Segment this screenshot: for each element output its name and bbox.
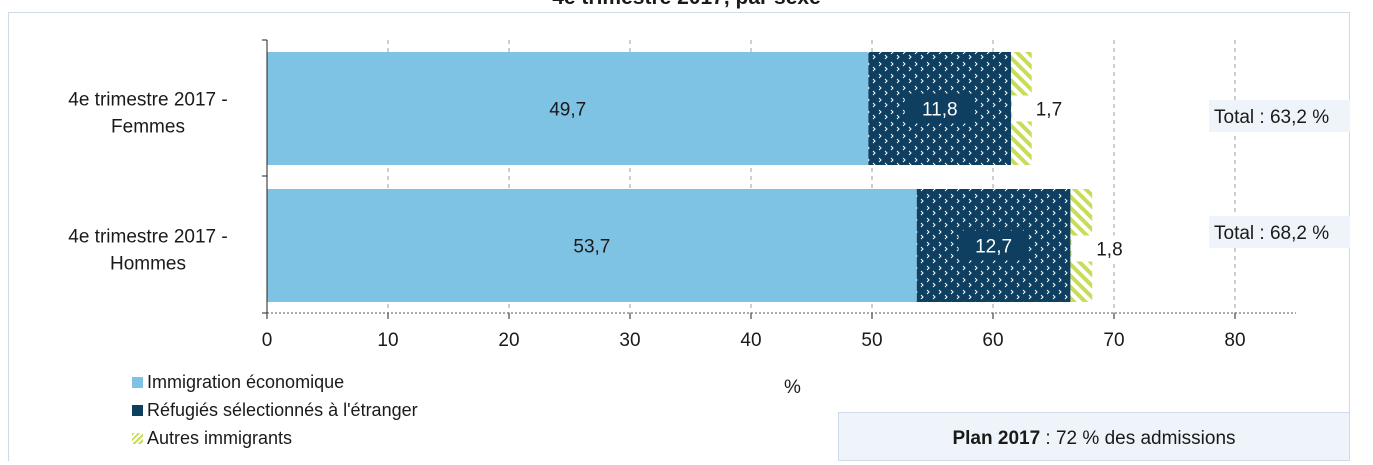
x-tick-label: 40: [740, 330, 761, 351]
data-label-bg: [904, 93, 975, 124]
legend-swatch-autres: [132, 433, 143, 444]
data-label: 12,7: [975, 237, 1012, 258]
x-tick-label: 80: [1224, 330, 1245, 351]
legend-item-immigration-economique: Immigration économique: [132, 372, 344, 393]
plan-box: Plan 2017 : 72 % des admissions: [838, 412, 1350, 461]
total-label: Total : 63,2 %: [1214, 107, 1329, 128]
legend-swatch-eco: [132, 377, 143, 388]
bar-segment: [267, 189, 917, 302]
x-tick-label: 30: [619, 330, 640, 351]
x-tick-label: 0: [262, 330, 273, 351]
x-tick-label: 50: [861, 330, 882, 351]
legend-label: Réfugiés sélectionnés à l'étranger: [147, 400, 418, 420]
legend-item-refugies: Réfugiés sélectionnés à l'étranger: [132, 400, 418, 421]
bar-segment: [267, 52, 869, 165]
legend-item-autres: Autres immigrants: [132, 428, 292, 449]
data-label: 1,7: [1036, 100, 1062, 121]
y-category-label: Hommes: [110, 254, 186, 275]
x-tick-label: 10: [377, 330, 398, 351]
plan-bold: Plan 2017: [952, 428, 1041, 449]
x-axis-label: %: [784, 377, 801, 398]
total-box: [1209, 100, 1350, 132]
data-label: 1,8: [1096, 240, 1122, 261]
data-label: 49,7: [549, 100, 586, 121]
y-category-label: 4e trimestre 2017 -: [68, 227, 227, 248]
data-label-bg: [1012, 95, 1069, 122]
data-label-bg: [1071, 235, 1130, 262]
legend-swatch-ref: [132, 405, 143, 416]
y-category-label: Femmes: [111, 117, 185, 138]
legend-label: Autres immigrants: [147, 428, 293, 448]
data-label: 11,8: [922, 100, 958, 121]
y-category-label: 4e trimestre 2017 -: [68, 90, 227, 111]
plan-text: : 72 % des admissions: [1040, 428, 1236, 449]
data-label-bg: [958, 230, 1029, 261]
total-label: Total : 68,2 %: [1214, 223, 1329, 244]
x-tick-label: 60: [982, 330, 1003, 351]
data-label: 53,7: [573, 237, 610, 258]
legend-label: Immigration économique: [147, 372, 345, 392]
chart-title: 4e trimestre 2017, par sexe: [0, 0, 1373, 16]
total-box: [1209, 216, 1350, 248]
x-tick-label: 70: [1103, 330, 1124, 351]
x-tick-label: 20: [498, 330, 519, 351]
